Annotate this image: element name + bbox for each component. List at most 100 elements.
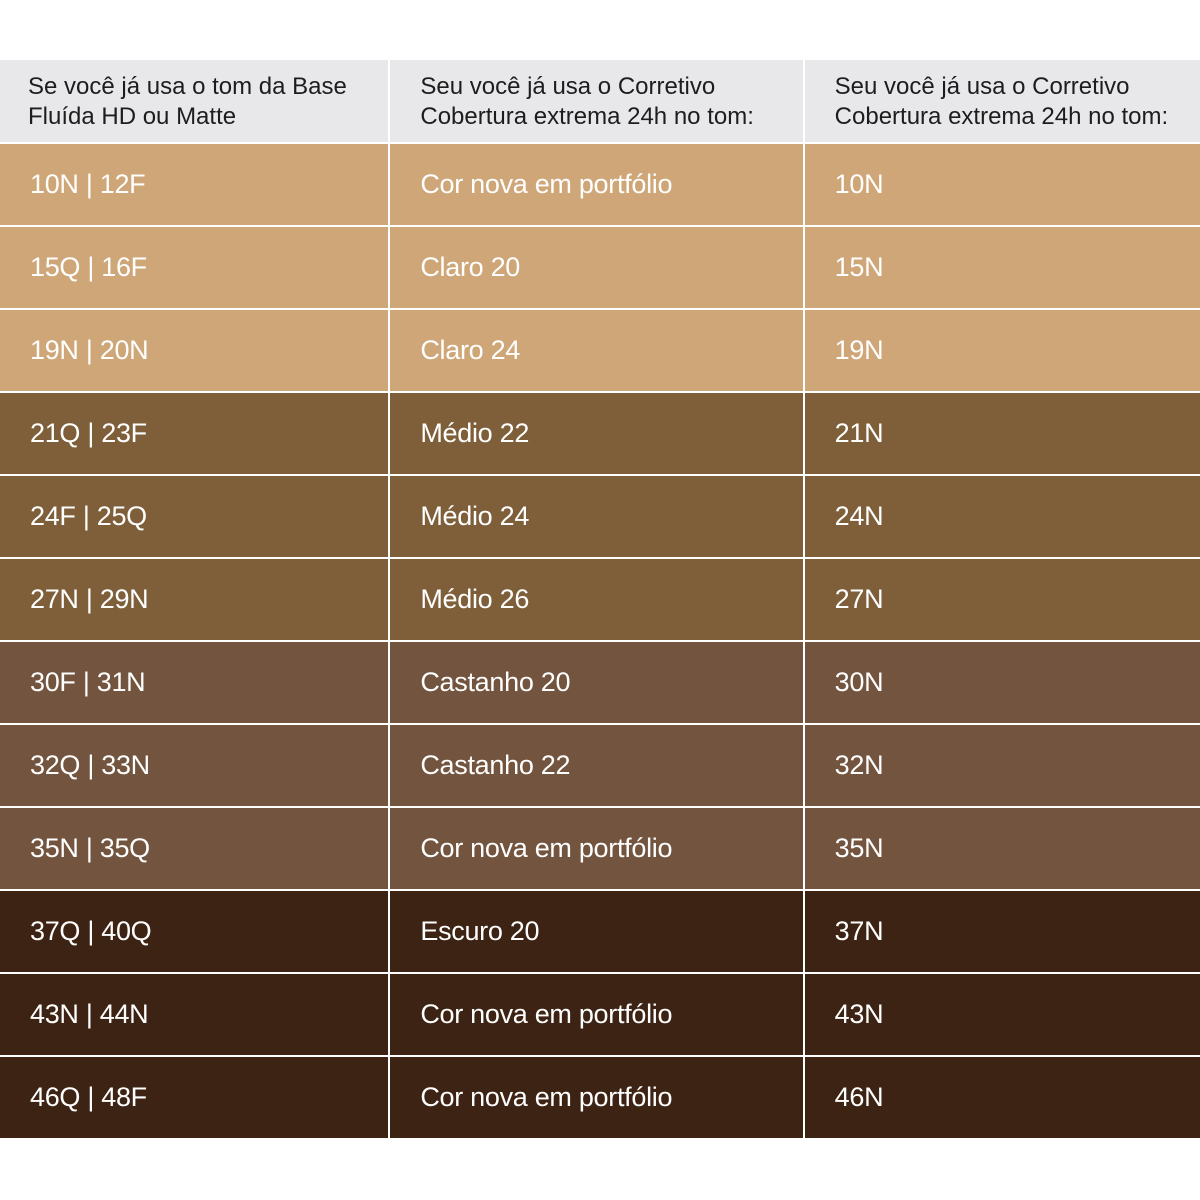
current-concealer-cell: Cor nova em portfólio bbox=[390, 808, 803, 889]
shade-conversion-table: Se você já usa o tom da Base Fluída HD o… bbox=[0, 60, 1200, 1138]
column-divider bbox=[388, 1057, 391, 1138]
base-shade-cell: 37Q | 40Q bbox=[0, 891, 389, 972]
current-concealer-cell: Castanho 20 bbox=[390, 642, 803, 723]
column-divider bbox=[802, 725, 805, 806]
column-divider bbox=[802, 144, 805, 225]
row-divider bbox=[0, 142, 1200, 144]
new-concealer-cell: 32N bbox=[804, 725, 1200, 806]
table-row: 19N | 20N Claro 24 19N bbox=[0, 310, 1200, 391]
current-concealer-cell: Médio 22 bbox=[390, 393, 803, 474]
column-divider bbox=[802, 60, 805, 142]
table-row-wrapper: 15Q | 16F Claro 20 15N bbox=[0, 227, 1200, 310]
table-row-wrapper: 32Q | 33N Castanho 22 32N bbox=[0, 725, 1200, 808]
new-concealer-cell: 37N bbox=[804, 891, 1200, 972]
base-shade-cell: 27N | 29N bbox=[0, 559, 389, 640]
table-row: 30F | 31N Castanho 20 30N bbox=[0, 642, 1200, 723]
new-concealer-cell: 46N bbox=[804, 1057, 1200, 1138]
base-shade-cell: 30F | 31N bbox=[0, 642, 389, 723]
table-row: 24F | 25Q Médio 24 24N bbox=[0, 476, 1200, 557]
row-divider bbox=[0, 308, 1200, 310]
current-concealer-cell: Claro 20 bbox=[390, 227, 803, 308]
column-divider bbox=[802, 393, 805, 474]
column-divider bbox=[802, 974, 805, 1055]
current-concealer-cell: Castanho 22 bbox=[390, 725, 803, 806]
new-concealer-cell: 15N bbox=[804, 227, 1200, 308]
new-concealer-cell: 43N bbox=[804, 974, 1200, 1055]
column-divider bbox=[802, 310, 805, 391]
column-divider bbox=[802, 1057, 805, 1138]
current-concealer-cell: Escuro 20 bbox=[390, 891, 803, 972]
row-divider bbox=[0, 723, 1200, 725]
column-divider bbox=[388, 144, 391, 225]
column-divider bbox=[388, 974, 391, 1055]
column-divider bbox=[802, 559, 805, 640]
new-concealer-cell: 10N bbox=[804, 144, 1200, 225]
column-divider bbox=[388, 60, 391, 142]
row-divider bbox=[0, 474, 1200, 476]
table-row: 37Q | 40Q Escuro 20 37N bbox=[0, 891, 1200, 972]
table-row-wrapper: 24F | 25Q Médio 24 24N bbox=[0, 476, 1200, 559]
row-divider bbox=[0, 889, 1200, 891]
base-shade-cell: 32Q | 33N bbox=[0, 725, 389, 806]
new-concealer-cell: 24N bbox=[804, 476, 1200, 557]
current-concealer-cell: Cor nova em portfólio bbox=[390, 144, 803, 225]
current-concealer-cell: Cor nova em portfólio bbox=[390, 974, 803, 1055]
table-row: 21Q | 23F Médio 22 21N bbox=[0, 393, 1200, 474]
header-base-shade: Se você já usa o tom da Base Fluída HD o… bbox=[28, 73, 347, 130]
column-divider bbox=[802, 808, 805, 889]
table-header-row: Se você já usa o tom da Base Fluída HD o… bbox=[0, 60, 1200, 142]
column-divider bbox=[388, 559, 391, 640]
column-divider bbox=[388, 891, 391, 972]
table-row-wrapper: 30F | 31N Castanho 20 30N bbox=[0, 642, 1200, 725]
base-shade-cell: 24F | 25Q bbox=[0, 476, 389, 557]
column-divider bbox=[388, 227, 391, 308]
current-concealer-cell: Claro 24 bbox=[390, 310, 803, 391]
new-concealer-cell: 35N bbox=[804, 808, 1200, 889]
new-concealer-cell: 30N bbox=[804, 642, 1200, 723]
table-row: 27N | 29N Médio 26 27N bbox=[0, 559, 1200, 640]
header-current-concealer: Seu você já usa o Corretivo Cobertura ex… bbox=[420, 73, 754, 130]
table-row-wrapper: 21Q | 23F Médio 22 21N bbox=[0, 393, 1200, 476]
table-row: 32Q | 33N Castanho 22 32N bbox=[0, 725, 1200, 806]
table-row-wrapper: 10N | 12F Cor nova em portfólio 10N bbox=[0, 144, 1200, 227]
row-divider bbox=[0, 225, 1200, 227]
current-concealer-cell: Médio 24 bbox=[390, 476, 803, 557]
row-divider bbox=[0, 972, 1200, 974]
column-divider bbox=[388, 725, 391, 806]
header-new-concealer: Seu você já usa o Corretivo Cobertura ex… bbox=[834, 73, 1169, 130]
column-divider bbox=[802, 227, 805, 308]
column-divider bbox=[802, 642, 805, 723]
column-divider bbox=[802, 891, 805, 972]
table-row-wrapper: 19N | 20N Claro 24 19N bbox=[0, 310, 1200, 393]
column-divider bbox=[388, 642, 391, 723]
table-body: 10N | 12F Cor nova em portfólio 10N 15Q | 1… bbox=[0, 144, 1200, 1138]
base-shade-cell: 35N | 35Q bbox=[0, 808, 389, 889]
column-divider bbox=[802, 476, 805, 557]
column-divider bbox=[388, 393, 391, 474]
table-row-wrapper: 27N | 29N Médio 26 27N bbox=[0, 559, 1200, 642]
base-shade-cell: 21Q | 23F bbox=[0, 393, 389, 474]
base-shade-cell: 10N | 12F bbox=[0, 144, 389, 225]
row-divider bbox=[0, 1055, 1200, 1057]
base-shade-cell: 46Q | 48F bbox=[0, 1057, 389, 1138]
row-divider bbox=[0, 640, 1200, 642]
table-row: 46Q | 48F Cor nova em portfólio 46N bbox=[0, 1057, 1200, 1138]
row-divider bbox=[0, 806, 1200, 808]
table-row: 15Q | 16F Claro 20 15N bbox=[0, 227, 1200, 308]
base-shade-cell: 43N | 44N bbox=[0, 974, 389, 1055]
row-divider bbox=[0, 557, 1200, 559]
column-divider bbox=[388, 476, 391, 557]
new-concealer-cell: 27N bbox=[804, 559, 1200, 640]
table-row-wrapper: 37Q | 40Q Escuro 20 37N bbox=[0, 891, 1200, 974]
table-row: 10N | 12F Cor nova em portfólio 10N bbox=[0, 144, 1200, 225]
base-shade-cell: 19N | 20N bbox=[0, 310, 389, 391]
new-concealer-cell: 19N bbox=[804, 310, 1200, 391]
table-row: 35N | 35Q Cor nova em portfólio 35N bbox=[0, 808, 1200, 889]
base-shade-cell: 15Q | 16F bbox=[0, 227, 389, 308]
table-row-wrapper: 35N | 35Q Cor nova em portfólio 35N bbox=[0, 808, 1200, 891]
table-row-wrapper: 43N | 44N Cor nova em portfólio 43N bbox=[0, 974, 1200, 1057]
column-divider bbox=[388, 808, 391, 889]
column-divider bbox=[388, 310, 391, 391]
new-concealer-cell: 21N bbox=[804, 393, 1200, 474]
table-row: 43N | 44N Cor nova em portfólio 43N bbox=[0, 974, 1200, 1055]
